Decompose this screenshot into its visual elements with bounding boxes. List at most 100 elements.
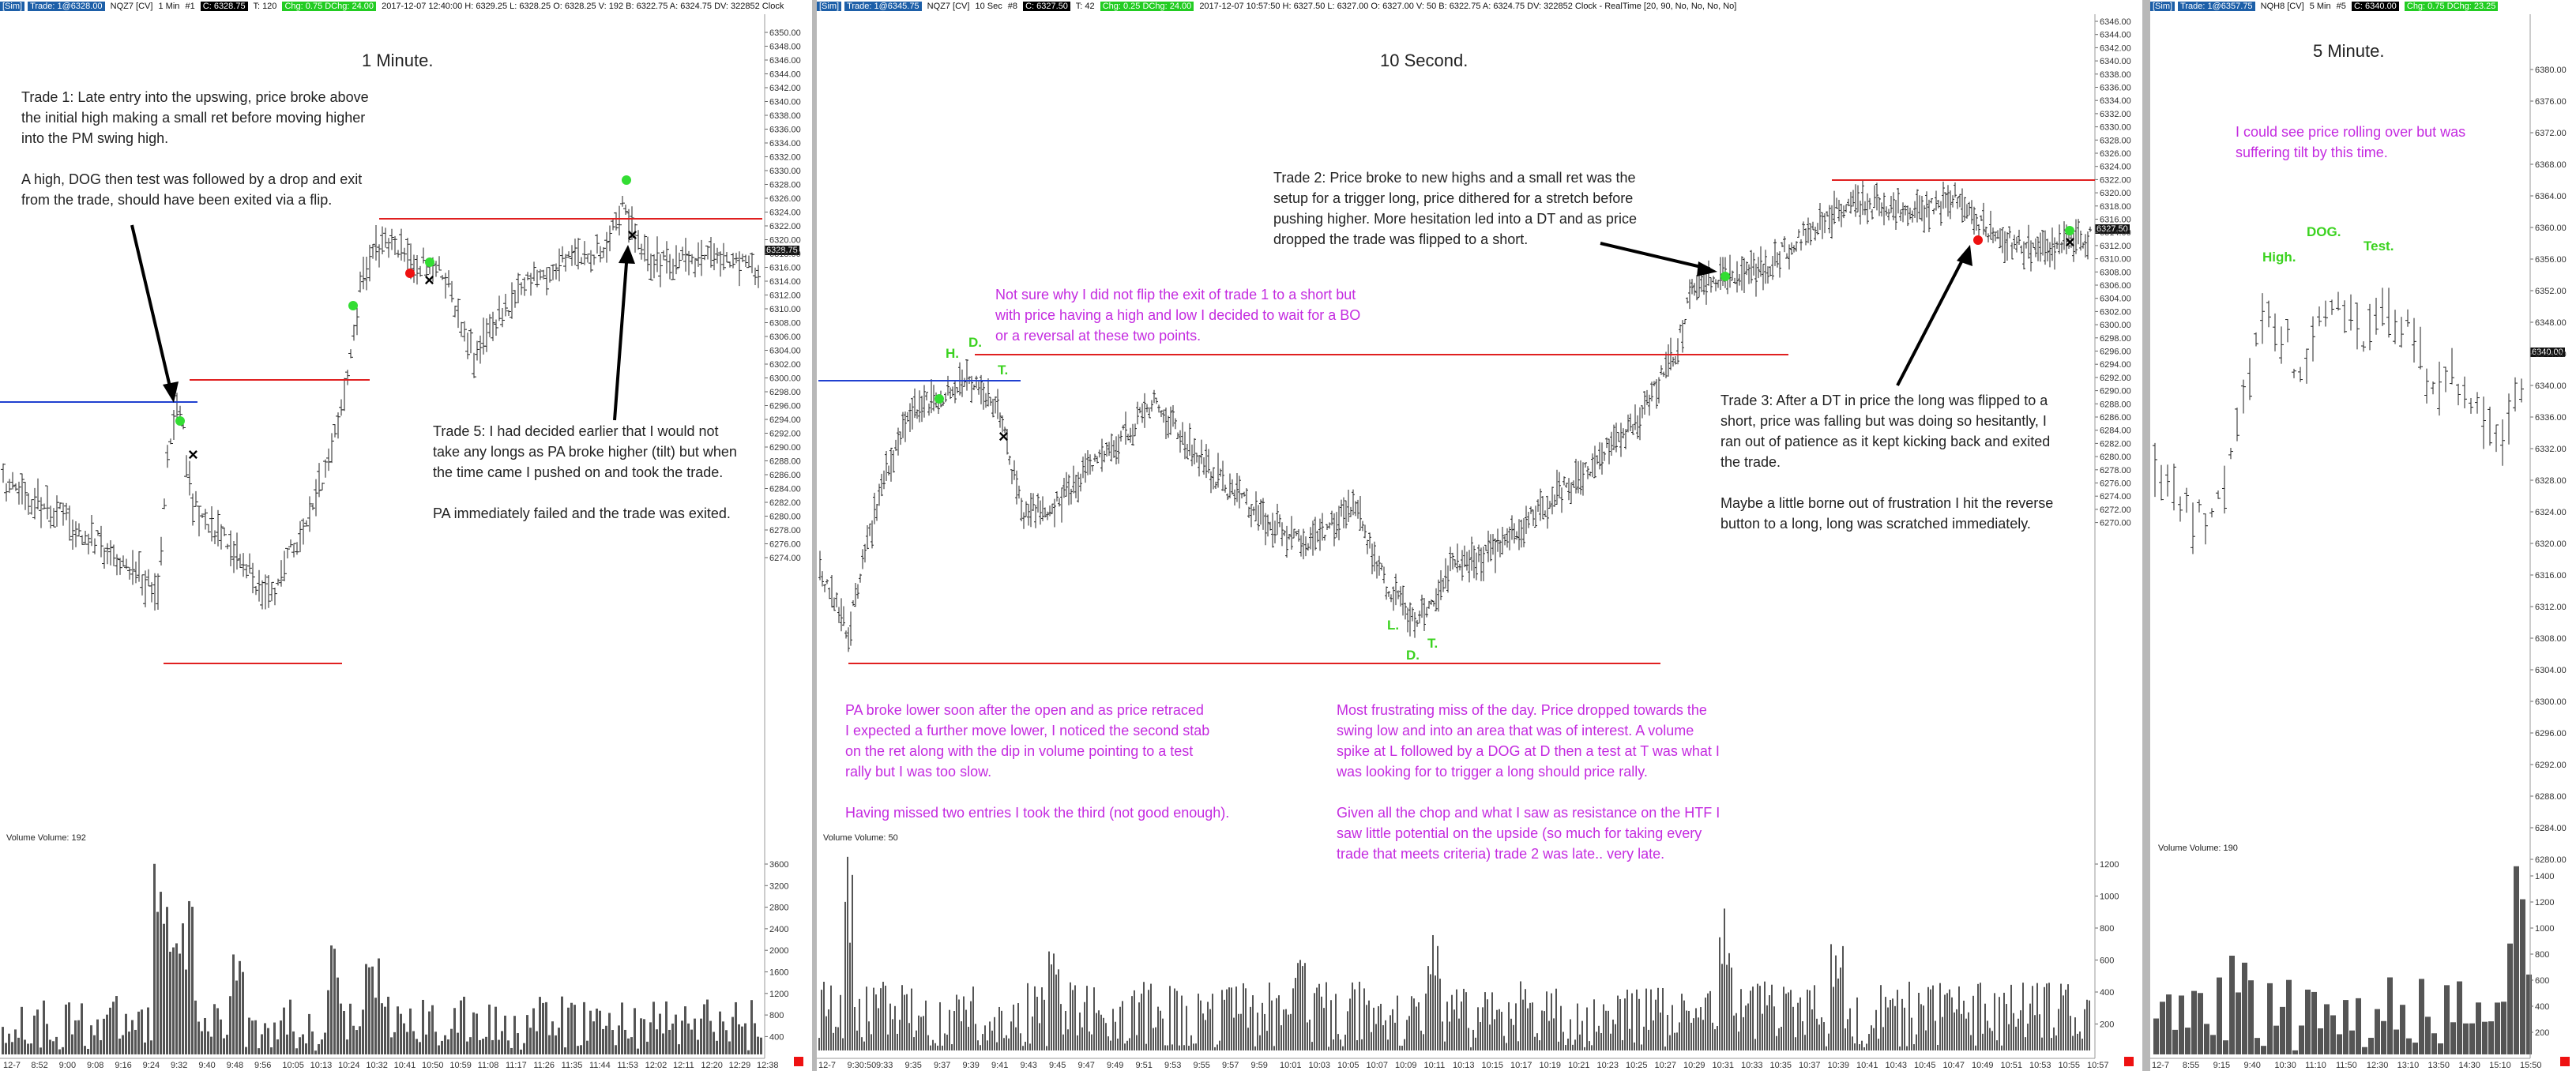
time-tick-label: 10:41 <box>394 1061 416 1070</box>
volume-bar <box>637 1048 639 1054</box>
volume-bar <box>1826 1046 1827 1050</box>
volume-bar <box>1482 1007 1484 1050</box>
volume-bar <box>1349 998 1351 1050</box>
volume-bar <box>956 994 957 1050</box>
volume-bar <box>251 1020 254 1054</box>
axis-tick-label: 6368.00 <box>2535 160 2567 170</box>
volume-bar <box>1790 990 1792 1050</box>
volume-bar <box>1330 1000 1332 1050</box>
volume-bar <box>324 1032 326 1054</box>
volume-bar <box>1520 981 1521 1050</box>
volume-bar <box>302 1034 304 1054</box>
price-chart: 6346.00 6344.00 6342.00 6340.00 6338.00 6336.… <box>817 14 2131 1070</box>
axis-tick-label: 6338.00 <box>769 111 801 121</box>
volume-bar <box>482 1039 484 1054</box>
volume-bar <box>2217 977 2222 1054</box>
volume-bar <box>951 1044 953 1050</box>
volume-bar <box>2058 1009 2059 1050</box>
scroll-end-button[interactable] <box>794 1057 803 1066</box>
scroll-end-button[interactable] <box>2560 1057 2570 1066</box>
axis-tick-label: 6314.00 <box>2100 228 2131 238</box>
entry-marker <box>175 416 185 426</box>
volume-bar <box>2029 1003 2031 1050</box>
volume-bar <box>457 1032 459 1054</box>
volume-bar <box>899 1020 901 1050</box>
volume-bar <box>640 1018 642 1054</box>
volume-bar <box>1510 1018 1512 1050</box>
volume-bar <box>248 1017 250 1054</box>
scroll-end-button[interactable] <box>2124 1057 2134 1066</box>
chart-panel-1min[interactable]: [Sim] Trade: 1@6328.00 NQZ7 [CV] 1 Min #1… <box>0 0 812 1071</box>
volume-bar <box>343 1010 345 1054</box>
axis-tick-label: 6296.00 <box>2535 729 2567 738</box>
interval: 5 Min <box>2309 2 2331 11</box>
volume-bar <box>1686 1010 1687 1050</box>
volume-bar <box>1776 1035 1777 1050</box>
volume-bar <box>381 1003 383 1054</box>
price-axis: 6346.00 6344.00 6342.00 6340.00 6338.00 6336.… <box>2095 17 2131 528</box>
volume-bar <box>96 1019 99 1054</box>
axis-tick-label: 6304.00 <box>769 347 801 356</box>
volume-bar <box>1859 1044 1860 1050</box>
axis-tick-label: 6308.00 <box>769 319 801 329</box>
volume-bar <box>2394 1029 2399 1054</box>
chart-panel-10sec[interactable]: [Sim] Trade: 1@6345.75 NQZ7 [CV] 10 Sec #… <box>817 0 2142 1071</box>
ticks: T: 120 <box>253 2 277 11</box>
volume-bar <box>991 1030 993 1050</box>
volume-bar <box>1529 1002 1531 1050</box>
volume-bar <box>463 996 465 1054</box>
time-tick-label: 11:50 <box>2336 1061 2357 1070</box>
volume-bar <box>1053 953 1055 1050</box>
volume-bar <box>1757 983 1758 1050</box>
axis-tick-label: 2000 <box>769 946 788 956</box>
volume-bar <box>1354 989 1356 1050</box>
volume-bar <box>1238 1013 1239 1050</box>
volume-bar <box>131 1020 134 1054</box>
volume-bar <box>1117 1038 1119 1050</box>
time-tick-label: 12:38 <box>757 1061 779 1070</box>
volume-bar <box>970 1001 972 1050</box>
time-tick-label: 9:24 <box>143 1061 160 1070</box>
volume-bar <box>261 1034 263 1054</box>
volume-bar <box>1792 1006 1794 1050</box>
volume-bar <box>911 988 912 1050</box>
panel-separator[interactable] <box>2142 0 2150 1071</box>
volume-bar <box>2412 1043 2418 1054</box>
volume-bar <box>1593 999 1595 1050</box>
time-tick-label: 10:33 <box>1741 1061 1763 1070</box>
volume-bar <box>74 1020 77 1054</box>
axis-tick-label: 6318.00 <box>2100 202 2131 212</box>
volume-bar <box>1548 1020 1550 1050</box>
volume-bar <box>2008 1024 2010 1050</box>
volume-bar <box>1368 1000 1370 1050</box>
axis-tick-label: 6346.00 <box>2100 17 2131 27</box>
volume-bar <box>892 1019 893 1050</box>
volume-bar <box>1972 995 1974 1050</box>
volume-bar <box>182 923 184 1054</box>
volume-bar <box>939 1001 941 1050</box>
volume-bar <box>1164 1045 1166 1050</box>
volume-bar <box>472 1012 475 1054</box>
volume-bar <box>349 1003 352 1054</box>
panel-separator[interactable] <box>812 0 817 1071</box>
last-price-tag: 6340.00 <box>2530 348 2565 357</box>
time-tick-label: 12:11 <box>673 1061 694 1070</box>
volume-bar <box>77 1020 80 1054</box>
volume-bar <box>485 1036 487 1054</box>
volume-axis: 1200 1000 800 600 400 200 <box>2095 860 2119 1030</box>
chart-panel-5min[interactable]: [Sim] Trade: 1@6357.75 NQH8 [CV] 5 Min #5… <box>2150 0 2576 1071</box>
axis-tick-label: 6364.00 <box>2535 192 2567 201</box>
axis-tick-label: 6288.00 <box>2100 400 2131 409</box>
volume-bar <box>1918 992 1920 1050</box>
volume-bar <box>1283 1009 1284 1050</box>
axis-tick-label: 6380.00 <box>2535 66 2567 75</box>
volume-bar <box>340 1003 342 1054</box>
volume-bar <box>286 1034 288 1054</box>
volume-bar <box>1025 1041 1026 1050</box>
axis-tick-label: 6338.00 <box>2100 70 2131 80</box>
volume-bar <box>1340 1039 1341 1050</box>
volume-bar <box>1944 994 1946 1050</box>
volume-bar <box>1878 1039 1879 1050</box>
volume-bar <box>2051 1038 2052 1050</box>
axis-tick-label: 400 <box>769 1032 784 1042</box>
